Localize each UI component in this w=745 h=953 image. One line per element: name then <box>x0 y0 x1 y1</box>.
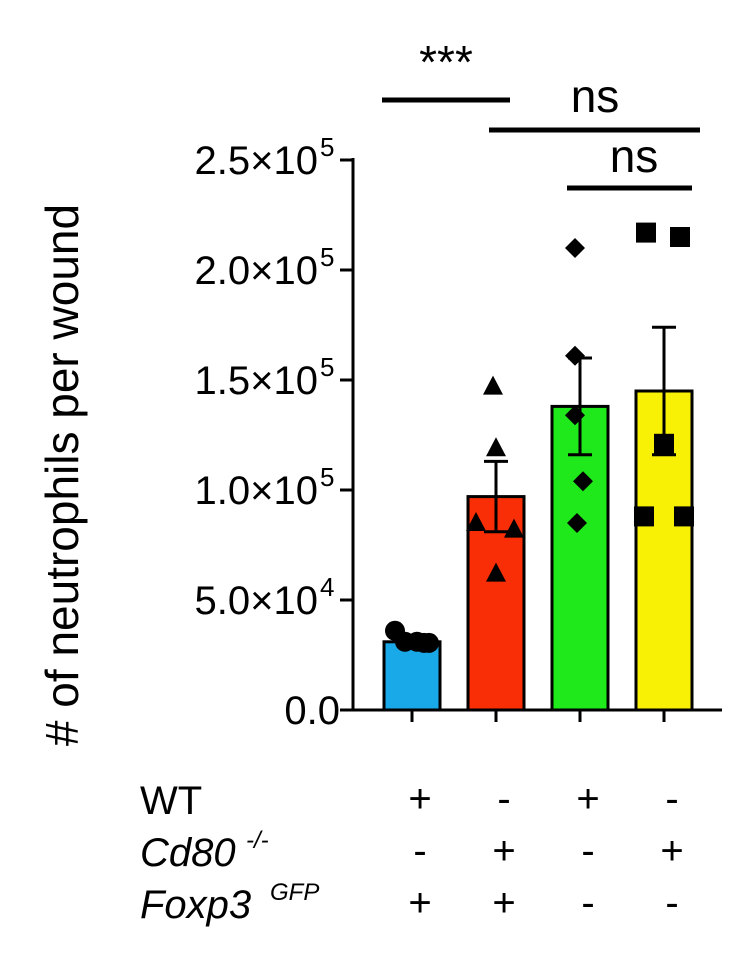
triangle-point <box>486 562 506 582</box>
diamond-point <box>565 345 585 366</box>
triangle-point <box>486 437 506 457</box>
diamond-point <box>565 238 585 258</box>
condition-sign: - <box>497 777 510 821</box>
y-ticks: 0.05.0×10 41.0×10 51.5×10 52.0×10 52.5×10 5 <box>195 132 353 733</box>
condition-sign: - <box>581 829 594 873</box>
condition-sign: + <box>492 881 515 925</box>
condition-sign: - <box>665 881 678 925</box>
triangle-point <box>466 512 486 531</box>
condition-superscript: -/- <box>246 827 269 854</box>
condition-superscript: GFP <box>270 879 319 906</box>
y-tick-label: 1.5×10 <box>195 359 318 403</box>
y-axis-label: # of neutrophils per wound <box>36 204 88 746</box>
y-tick-label: 2.5×10 <box>195 139 318 183</box>
condition-table: WT + - + - Cd80 -/- - + - + Foxp3 GFP + + - - <box>140 777 684 927</box>
data-points <box>385 222 694 653</box>
condition-sign: - <box>581 881 594 925</box>
square-point <box>634 506 654 527</box>
condition-sign: - <box>413 829 426 873</box>
square-point <box>636 222 656 243</box>
y-tick-exponent: 5 <box>320 132 334 162</box>
condition-sign: + <box>576 777 599 821</box>
significance-label: ns <box>610 130 659 182</box>
condition-label: WT <box>140 779 202 823</box>
bars <box>382 389 694 712</box>
y-tick-label: 1.0×10 <box>195 469 318 513</box>
y-tick-label: 2.0×10 <box>195 249 318 293</box>
significance-annotations: *** ns ns <box>382 36 700 191</box>
square-point <box>654 433 674 454</box>
y-tick-exponent: 5 <box>320 352 334 382</box>
significance-label: *** <box>419 36 473 88</box>
condition-sign: + <box>492 829 515 873</box>
y-tick-exponent: 5 <box>320 462 334 492</box>
condition-sign: + <box>408 881 431 925</box>
square-point <box>674 506 694 527</box>
square-point <box>670 227 690 247</box>
triangle-point <box>504 518 524 538</box>
circle-point <box>395 631 415 652</box>
condition-label: Foxp3 <box>140 883 251 927</box>
condition-sign: + <box>660 829 683 873</box>
condition-sign: + <box>408 777 431 821</box>
y-tick-label: 5.0×10 <box>195 579 318 623</box>
diamond-point <box>567 513 587 533</box>
diamond-point <box>565 405 585 426</box>
y-tick-label: 0.0 <box>284 689 340 733</box>
circle-point <box>414 632 434 653</box>
significance-label: ns <box>571 70 620 122</box>
condition-sign: - <box>665 777 678 821</box>
triangle-point <box>483 375 503 395</box>
condition-label: Cd80 <box>140 831 236 875</box>
y-tick-exponent: 5 <box>320 242 334 272</box>
bar <box>382 640 442 712</box>
y-tick-exponent: 4 <box>320 572 334 602</box>
diamond-point <box>573 471 593 492</box>
